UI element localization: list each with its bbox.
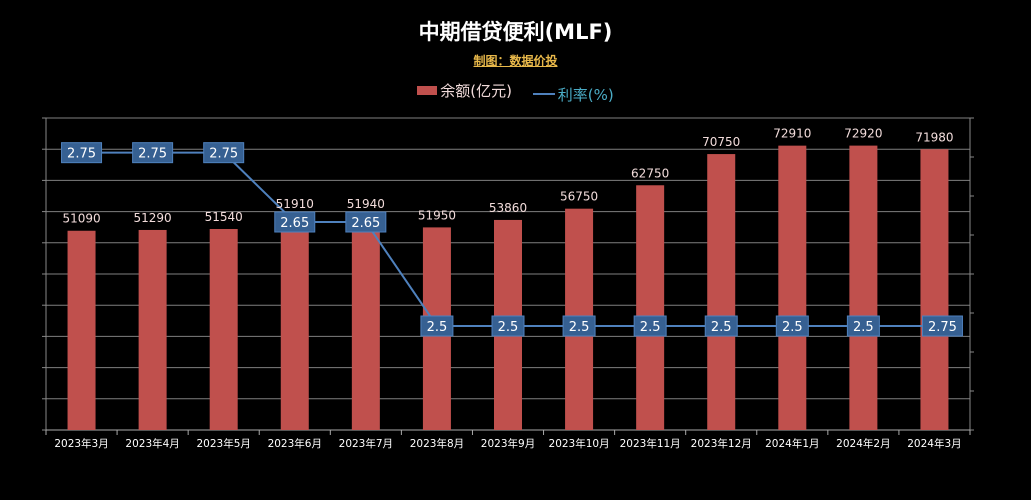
bar-data-label: 71980	[915, 130, 953, 144]
bar-data-label: 51950	[418, 208, 456, 222]
legend-swatch-bar	[417, 86, 438, 95]
bar	[920, 149, 949, 430]
legend-label: 利率(%)	[557, 85, 614, 104]
x-tick-label: 2024年1月	[765, 437, 819, 450]
x-tick-label: 2023年4月	[125, 437, 179, 450]
bar-data-label: 56750	[560, 190, 598, 204]
bar-data-label: 51940	[347, 197, 385, 211]
rate-data-label: 2.5	[427, 320, 448, 335]
rate-data-label: 2.5	[640, 320, 661, 335]
x-tick-label: 2023年8月	[410, 437, 464, 450]
x-tick-label: 2023年3月	[54, 437, 108, 450]
legend-item-balance: 余额(亿元)	[417, 80, 512, 101]
bar-data-label: 53860	[489, 201, 527, 215]
rate-label-box	[345, 211, 387, 233]
rate-data-label: 2.75	[67, 147, 96, 162]
bar-data-label: 72920	[844, 127, 882, 141]
x-tick-label: 2023年10月	[549, 437, 610, 450]
bar	[636, 185, 665, 430]
bar	[67, 230, 96, 430]
bar-data-label: 62750	[631, 166, 669, 180]
rate-label-box	[704, 315, 738, 337]
bar	[849, 145, 878, 430]
rate-label-box	[132, 142, 174, 164]
bar	[707, 154, 736, 430]
bar-data-label: 51910	[276, 197, 314, 211]
bar-data-label: 51540	[205, 210, 243, 224]
bar-data-label: 72910	[773, 127, 811, 141]
bar-data-label: 70750	[702, 135, 740, 149]
rate-label-box	[420, 315, 454, 337]
rate-label-box	[633, 315, 667, 337]
subtitle-text: 制图：数据价投	[473, 54, 558, 68]
rate-data-label: 2.5	[569, 320, 590, 335]
rate-data-label: 2.65	[351, 216, 380, 231]
bar-data-label: 51090	[62, 212, 100, 226]
bar	[778, 145, 807, 430]
legend-label: 余额(亿元)	[440, 82, 512, 100]
legend: 余额(亿元) 利率(%)	[0, 80, 1031, 105]
rate-label-box	[921, 315, 963, 337]
rate-data-label: 2.5	[782, 320, 803, 335]
x-tick-label: 2023年6月	[268, 437, 322, 450]
bar-data-label: 51290	[134, 211, 172, 225]
bar	[138, 229, 167, 430]
rate-data-label: 2.75	[138, 147, 167, 162]
rate-label-box	[274, 211, 316, 233]
chart-title: 中期借贷便利(MLF)	[418, 20, 613, 44]
rate-label-box	[775, 315, 809, 337]
legend-item-rate: 利率(%)	[532, 84, 614, 105]
bar	[280, 227, 309, 430]
rate-label-box	[491, 315, 525, 337]
rate-label-box	[61, 142, 103, 164]
bar	[351, 227, 380, 430]
x-tick-label: 2023年11月	[620, 437, 681, 450]
rate-data-label: 2.5	[853, 320, 874, 335]
rate-label-box	[203, 142, 245, 164]
bar	[209, 228, 238, 430]
rate-label-box	[562, 315, 596, 337]
chart-subtitle: 制图：数据价投	[0, 52, 1031, 69]
rate-label-box	[846, 315, 880, 337]
rate-data-label: 2.65	[280, 216, 309, 231]
x-tick-label: 2023年5月	[196, 437, 250, 450]
x-tick-label: 2023年12月	[691, 437, 752, 450]
x-tick-label: 2024年3月	[907, 437, 961, 450]
rate-data-label: 2.75	[209, 147, 238, 162]
x-tick-label: 2024年2月	[836, 437, 890, 450]
rate-data-label: 2.75	[928, 320, 957, 335]
x-tick-label: 2023年7月	[339, 437, 393, 450]
rate-data-label: 2.5	[498, 320, 519, 335]
rate-data-label: 2.5	[711, 320, 732, 335]
legend-swatch-line	[532, 93, 555, 95]
x-tick-label: 2023年9月	[481, 437, 535, 450]
